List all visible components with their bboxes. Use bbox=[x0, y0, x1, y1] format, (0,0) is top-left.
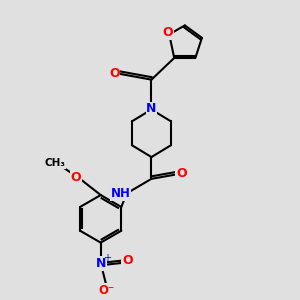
Text: O⁻: O⁻ bbox=[98, 284, 115, 297]
Text: +: + bbox=[103, 253, 111, 263]
Text: O: O bbox=[109, 67, 120, 80]
Text: N: N bbox=[146, 102, 157, 116]
Text: O: O bbox=[163, 26, 173, 39]
Text: O: O bbox=[176, 167, 187, 180]
Text: N: N bbox=[96, 257, 106, 270]
Text: NH: NH bbox=[110, 188, 130, 200]
Text: CH₃: CH₃ bbox=[45, 158, 66, 169]
Text: O: O bbox=[71, 171, 81, 184]
Text: O: O bbox=[122, 254, 133, 267]
